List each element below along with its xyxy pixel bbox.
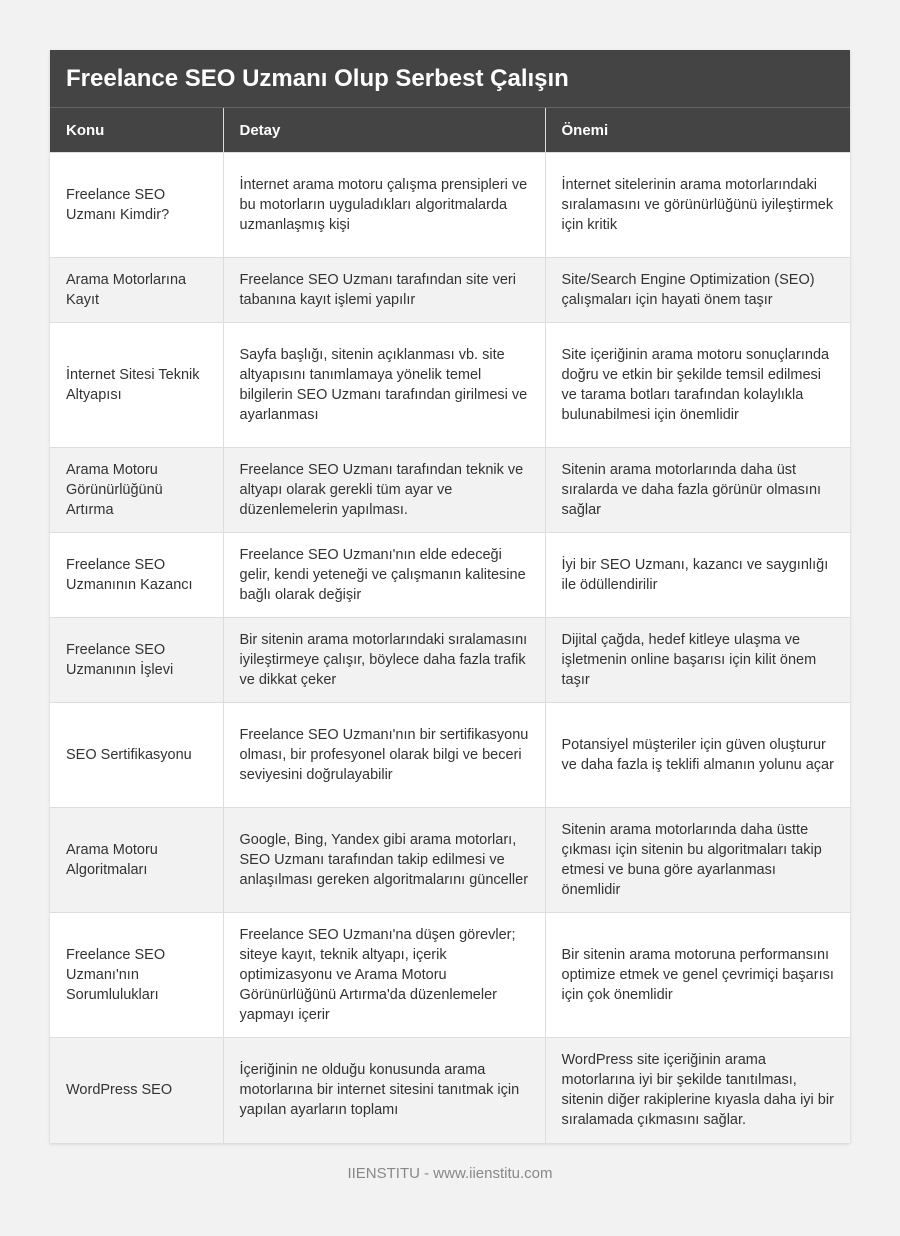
detail-cell: Freelance SEO Uzmanı tarafından teknik v… bbox=[222, 447, 545, 533]
table-row: Freelance SEO Uzmanının İşlevi Bir siteni… bbox=[50, 617, 850, 703]
importance-cell: Bir sitenin arama motoruna performansını… bbox=[544, 912, 850, 1038]
topic-cell: Freelance SEO Uzmanının Kazancı bbox=[50, 532, 223, 618]
table-row: WordPress SEO İçeriğinin ne olduğu konusu… bbox=[50, 1037, 850, 1143]
table-container: Freelance SEO Uzmanı Olup Serbest Çalışı… bbox=[50, 50, 850, 1143]
detail-cell: Freelance SEO Uzmanı'nın elde edeceği ge… bbox=[222, 532, 545, 618]
topic-cell: Freelance SEO Uzmanı'nın Sorumlulukları bbox=[50, 912, 223, 1038]
topic-cell: Freelance SEO Uzmanının İşlevi bbox=[50, 617, 223, 703]
detail-cell: Google, Bing, Yandex gibi arama motorlar… bbox=[222, 807, 545, 913]
topic-cell: SEO Sertifikasyonu bbox=[50, 702, 223, 808]
topic-cell: Arama Motoru Görünürlüğünü Artırma bbox=[50, 447, 223, 533]
importance-cell: İnternet sitelerinin arama motorlarındak… bbox=[544, 152, 850, 258]
importance-cell: Site içeriğinin arama motoru sonuçlarınd… bbox=[544, 322, 850, 448]
table-row: İnternet Sitesi Teknik Altyapısı Sayfa ba… bbox=[50, 322, 850, 448]
topic-cell: Arama Motorlarına Kayıt bbox=[50, 257, 223, 323]
column-header-detay: Detay bbox=[222, 108, 545, 153]
importance-cell: Dijital çağda, hedef kitleye ulaşma ve i… bbox=[544, 617, 850, 703]
table-row: Freelance SEO Uzmanı Kimdir? İnternet ara… bbox=[50, 152, 850, 258]
topic-cell: WordPress SEO bbox=[50, 1037, 223, 1143]
data-table: Konu Detay Önemi Freelance SEO Uzmanı Ki… bbox=[50, 108, 850, 1143]
topic-cell: Arama Motoru Algoritmaları bbox=[50, 807, 223, 913]
detail-cell: Bir sitenin arama motorlarındaki sıralam… bbox=[222, 617, 545, 703]
detail-cell: Sayfa başlığı, sitenin açıklanması vb. s… bbox=[222, 322, 545, 448]
table-row: Arama Motoru Görünürlüğünü Artırma Freela… bbox=[50, 447, 850, 533]
header-row: Konu Detay Önemi bbox=[50, 108, 850, 153]
importance-cell: WordPress site içeriğinin arama motorlar… bbox=[544, 1037, 850, 1143]
table-row: SEO Sertifikasyonu Freelance SEO Uzmanı'n… bbox=[50, 702, 850, 808]
topic-cell: Freelance SEO Uzmanı Kimdir? bbox=[50, 152, 223, 258]
detail-cell: Freelance SEO Uzmanı tarafından site ver… bbox=[222, 257, 545, 323]
topic-cell: İnternet Sitesi Teknik Altyapısı bbox=[50, 322, 223, 448]
importance-cell: İyi bir SEO Uzmanı, kazancı ve saygınlığ… bbox=[544, 532, 850, 618]
importance-cell: Potansiyel müşteriler için güven oluştur… bbox=[544, 702, 850, 808]
table-row: Freelance SEO Uzmanı'nın Sorumlulukları F… bbox=[50, 912, 850, 1038]
importance-cell: Sitenin arama motorlarında daha üst sıra… bbox=[544, 447, 850, 533]
table-row: Arama Motoru Algoritmaları Google, Bing, … bbox=[50, 807, 850, 913]
importance-cell: Site/Search Engine Optimization (SEO) ça… bbox=[544, 257, 850, 323]
detail-cell: İnternet arama motoru çalışma prensipler… bbox=[222, 152, 545, 258]
importance-cell: Sitenin arama motorlarında daha üstte çı… bbox=[544, 807, 850, 913]
column-header-konu: Konu bbox=[50, 108, 223, 153]
column-header-onemi: Önemi bbox=[544, 108, 850, 153]
footer-credit: IIENSTITU - www.iienstitu.com bbox=[347, 1165, 553, 1182]
detail-cell: Freelance SEO Uzmanı'nın bir sertifikasy… bbox=[222, 702, 545, 808]
detail-cell: İçeriğinin ne olduğu konusunda arama mot… bbox=[222, 1037, 545, 1143]
table-row: Freelance SEO Uzmanının Kazancı Freelance… bbox=[50, 532, 850, 618]
detail-cell: Freelance SEO Uzmanı'na düşen görevler; … bbox=[222, 912, 545, 1038]
table-row: Arama Motorlarına Kayıt Freelance SEO Uzm… bbox=[50, 257, 850, 323]
table-title: Freelance SEO Uzmanı Olup Serbest Çalışı… bbox=[50, 50, 850, 108]
